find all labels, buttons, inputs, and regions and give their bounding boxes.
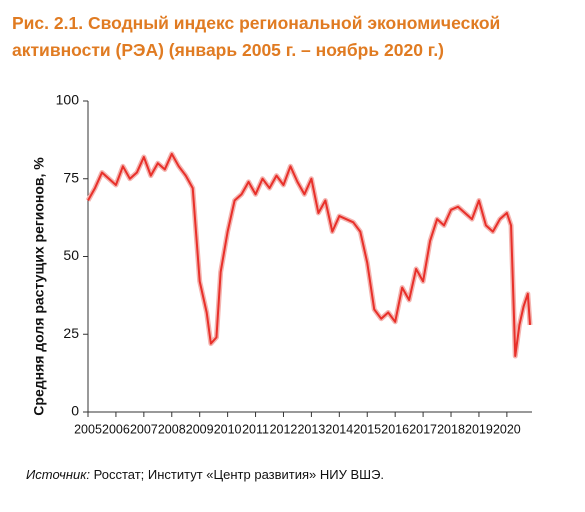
y-tick-label: 25 xyxy=(63,325,79,341)
y-tick-label: 0 xyxy=(71,403,79,419)
x-tick-label: 2008 xyxy=(158,422,186,436)
chart-title: Рис. 2.1. Сводный индекс региональной эк… xyxy=(12,13,501,60)
x-tick-label: 2016 xyxy=(381,422,409,436)
x-tick-label: 2018 xyxy=(437,422,465,436)
x-tick-label: 2010 xyxy=(214,422,242,436)
x-tick-label: 2013 xyxy=(297,422,325,436)
x-tick-label: 2020 xyxy=(493,422,521,436)
x-tick-label: 2014 xyxy=(325,422,353,436)
series-line xyxy=(87,152,532,358)
x-tick-label: 2015 xyxy=(353,422,381,436)
y-tick-label: 100 xyxy=(56,92,80,108)
x-tick-label: 2012 xyxy=(270,422,298,436)
y-axis-label: Средняя доля растущих регионов, % xyxy=(31,157,47,416)
y-tick-label: 75 xyxy=(63,169,79,185)
x-tick-label: 2019 xyxy=(465,422,493,436)
x-tick-label: 2017 xyxy=(409,422,437,436)
x-tick-label: 2005 xyxy=(74,422,102,436)
y-tick-label: 50 xyxy=(63,247,79,263)
x-tick-label: 2006 xyxy=(102,422,130,436)
x-tick-label: 2011 xyxy=(242,422,269,436)
source-label: Источник: xyxy=(26,467,90,482)
x-tick-label: 2009 xyxy=(186,422,214,436)
source: Источник: Росстат; Институт «Центр разви… xyxy=(26,467,384,482)
source-text: Росстат; Институт «Центр развития» НИУ В… xyxy=(93,467,385,482)
x-tick-label: 2007 xyxy=(130,422,158,436)
